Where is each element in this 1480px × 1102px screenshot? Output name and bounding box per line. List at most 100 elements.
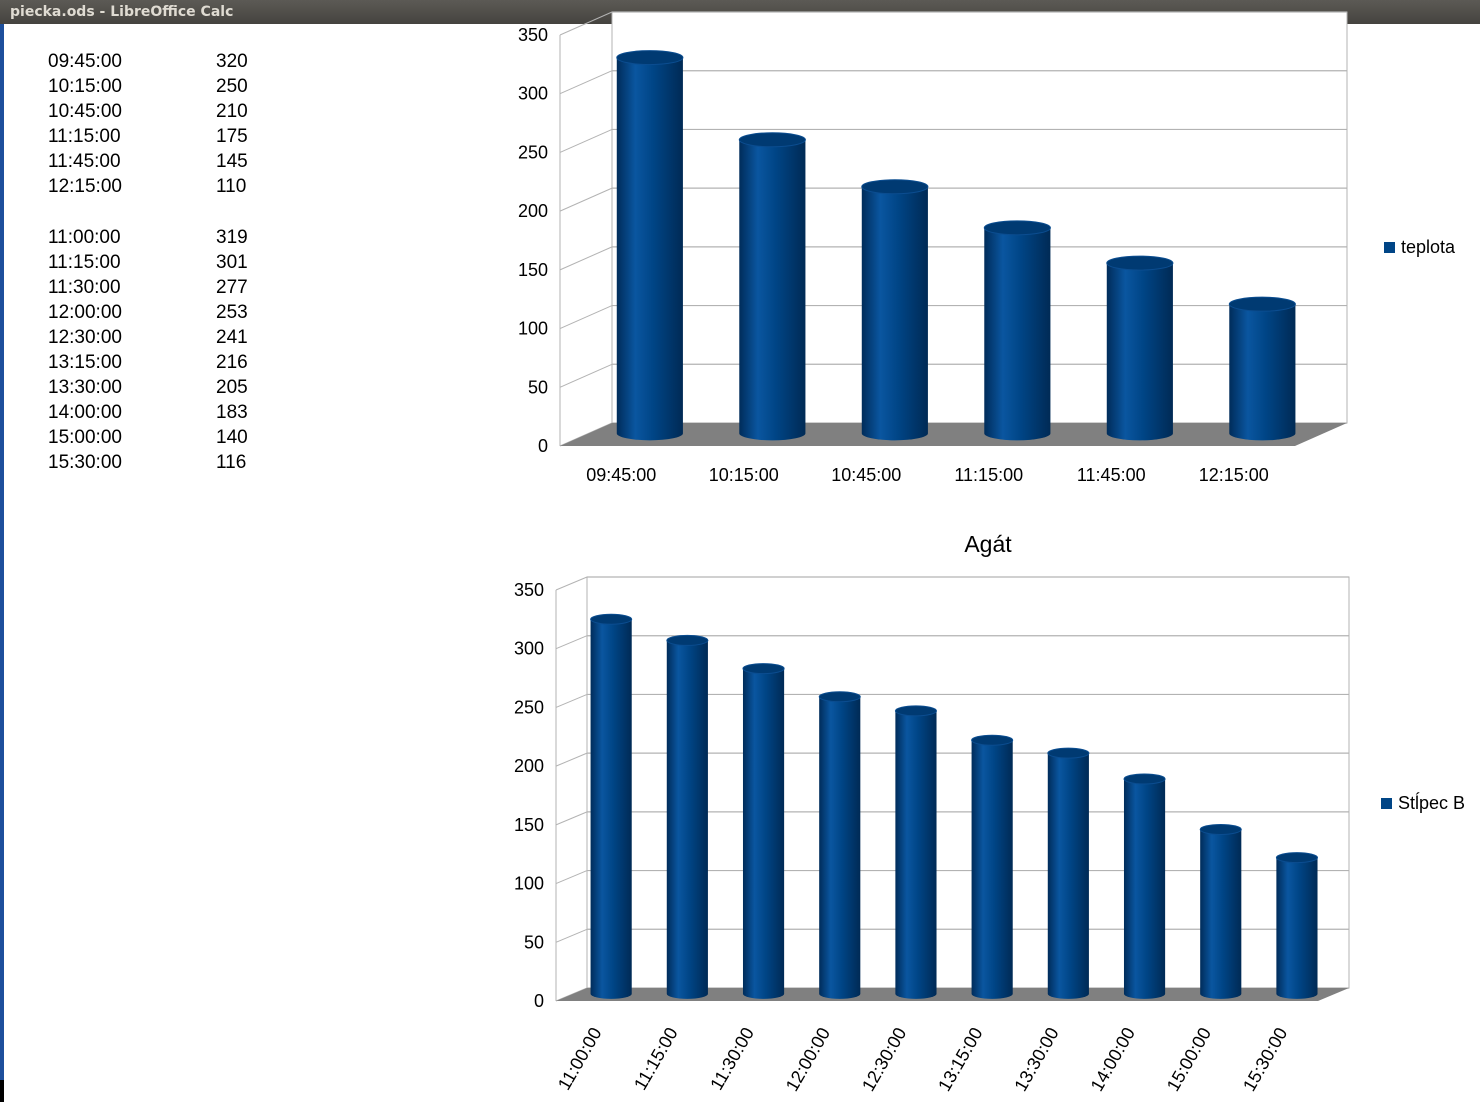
sheet-row[interactable]: 09:45:00 320 bbox=[48, 50, 268, 74]
time-cell[interactable]: 14:00:00 bbox=[48, 402, 122, 423]
x-tick-label: 12:00:00 bbox=[782, 1024, 834, 1095]
bar-body bbox=[616, 57, 683, 441]
value-cell[interactable]: 250 bbox=[216, 76, 248, 97]
grid-line bbox=[555, 752, 588, 767]
sheet-row[interactable]: 11:00:00 319 bbox=[48, 226, 268, 250]
grid-line bbox=[555, 811, 588, 826]
grid-line bbox=[559, 187, 613, 212]
sheet-row[interactable]: 10:15:00 250 bbox=[48, 75, 268, 99]
sheet-row[interactable]: 15:30:00 116 bbox=[48, 451, 268, 475]
bar bbox=[1047, 747, 1090, 999]
value-cell[interactable]: 319 bbox=[216, 227, 248, 248]
grid-line bbox=[559, 363, 613, 388]
value-cell[interactable]: 301 bbox=[216, 252, 248, 273]
value-cell[interactable]: 116 bbox=[216, 452, 247, 473]
grid-line bbox=[559, 11, 613, 36]
time-cell[interactable]: 10:15:00 bbox=[48, 76, 122, 97]
y-tick-label: 50 bbox=[524, 932, 544, 952]
time-cell[interactable]: 13:30:00 bbox=[48, 377, 122, 398]
x-tick-label: 13:15:00 bbox=[934, 1024, 986, 1095]
chart-back-wall bbox=[611, 11, 1348, 424]
x-tick-label: 10:45:00 bbox=[831, 465, 901, 485]
sheet-row[interactable]: 12:30:00 241 bbox=[48, 326, 268, 350]
bar-top bbox=[1275, 852, 1319, 864]
value-cell[interactable]: 205 bbox=[216, 377, 248, 398]
sheet-row[interactable]: 11:15:00 301 bbox=[48, 251, 268, 275]
sheet-row[interactable]: 13:15:00 216 bbox=[48, 351, 268, 375]
bar bbox=[616, 50, 684, 441]
sheet-row[interactable]: 10:45:00 210 bbox=[48, 100, 268, 124]
value-cell[interactable]: 253 bbox=[216, 302, 248, 323]
bar-top bbox=[616, 50, 684, 66]
time-cell[interactable]: 12:30:00 bbox=[48, 327, 122, 348]
x-tick-label: 15:30:00 bbox=[1239, 1024, 1291, 1095]
value-cell[interactable]: 110 bbox=[216, 176, 247, 197]
value-cell[interactable]: 210 bbox=[216, 101, 248, 122]
legend-swatch bbox=[1384, 242, 1395, 253]
grid-line bbox=[559, 70, 613, 95]
bar bbox=[894, 705, 938, 999]
sheet-row[interactable]: 11:15:00 175 bbox=[48, 125, 268, 149]
bar-body bbox=[739, 139, 806, 441]
bar-top bbox=[983, 220, 1051, 236]
bar-body bbox=[742, 668, 785, 999]
bar-top bbox=[971, 734, 1014, 746]
time-cell[interactable]: 11:00:00 bbox=[48, 227, 121, 248]
time-cell[interactable]: 13:15:00 bbox=[48, 352, 122, 373]
value-cell[interactable]: 183 bbox=[216, 402, 248, 423]
sheet-row[interactable]: 13:30:00 205 bbox=[48, 376, 268, 400]
x-tick-label: 13:30:00 bbox=[1010, 1024, 1062, 1095]
time-cell[interactable]: 10:45:00 bbox=[48, 101, 122, 122]
bar bbox=[1228, 296, 1296, 441]
value-cell[interactable]: 175 bbox=[216, 126, 248, 147]
y-tick-label: 250 bbox=[514, 697, 544, 717]
bar-top bbox=[1106, 255, 1174, 271]
time-cell[interactable]: 12:00:00 bbox=[48, 302, 122, 323]
y-tick-label: 300 bbox=[518, 84, 548, 104]
value-cell[interactable]: 145 bbox=[216, 151, 248, 172]
x-tick-label: 11:00:00 bbox=[554, 1024, 606, 1094]
bar-body bbox=[1123, 778, 1166, 999]
time-cell[interactable]: 12:15:00 bbox=[48, 176, 122, 197]
grid-line bbox=[555, 928, 588, 943]
value-cell[interactable]: 216 bbox=[216, 352, 248, 373]
sheet-row[interactable]: 11:30:00 277 bbox=[48, 276, 268, 300]
time-cell[interactable]: 15:00:00 bbox=[48, 427, 122, 448]
bar-body bbox=[666, 640, 708, 999]
sheet-row[interactable]: 14:00:00 183 bbox=[48, 401, 268, 425]
y-tick-label: 150 bbox=[514, 815, 544, 835]
x-tick-label: 12:15:00 bbox=[1199, 465, 1269, 485]
sheet-left-edge bbox=[0, 24, 4, 1102]
bar-top bbox=[590, 613, 633, 625]
sheet-row[interactable]: 12:00:00 253 bbox=[48, 301, 268, 325]
chart-title: Agát bbox=[964, 531, 1012, 557]
sheet-row[interactable]: 11:45:00 145 bbox=[48, 150, 268, 174]
sheet-row[interactable]: 12:15:00 110 bbox=[48, 175, 268, 199]
time-cell[interactable]: 11:30:00 bbox=[48, 277, 121, 298]
value-cell[interactable]: 241 bbox=[216, 327, 248, 348]
bar-top bbox=[1199, 823, 1242, 835]
y-tick-label: 0 bbox=[538, 436, 548, 456]
y-tick-label: 200 bbox=[514, 756, 544, 776]
sheet-row[interactable]: 15:00:00 140 bbox=[48, 426, 268, 450]
bar bbox=[1275, 852, 1319, 999]
time-cell[interactable]: 11:45:00 bbox=[48, 151, 121, 172]
value-cell[interactable]: 277 bbox=[216, 277, 248, 298]
legend-label: teplota bbox=[1401, 237, 1456, 257]
time-cell[interactable]: 11:15:00 bbox=[48, 126, 121, 147]
time-cell[interactable]: 11:15:00 bbox=[48, 252, 121, 273]
time-cell[interactable]: 09:45:00 bbox=[48, 51, 122, 72]
x-tick-label: 15:00:00 bbox=[1163, 1024, 1215, 1095]
time-cell[interactable]: 15:30:00 bbox=[48, 452, 122, 473]
bar-top bbox=[1047, 747, 1090, 759]
bar-top bbox=[1123, 773, 1166, 785]
value-cell[interactable]: 320 bbox=[216, 51, 248, 72]
bar-top bbox=[666, 634, 709, 646]
value-cell[interactable]: 140 bbox=[216, 427, 248, 448]
bar-top bbox=[894, 705, 938, 717]
bar bbox=[861, 179, 929, 441]
sheet-left-edge-bottom bbox=[0, 1080, 4, 1102]
x-tick-label: 11:30:00 bbox=[706, 1024, 758, 1094]
